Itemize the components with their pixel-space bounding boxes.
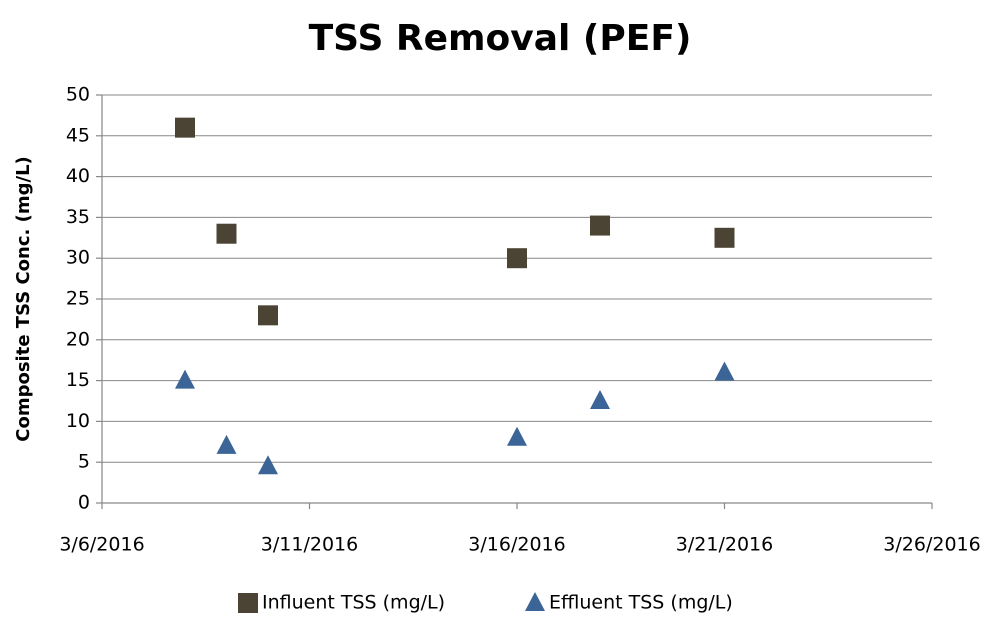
y-tick-label: 10 bbox=[66, 410, 90, 432]
y-tick-label: 25 bbox=[66, 288, 90, 310]
x-tick-label: 3/6/2016 bbox=[59, 534, 144, 556]
x-tick-label: 3/16/2016 bbox=[468, 534, 565, 556]
y-tick-label: 20 bbox=[66, 328, 90, 350]
y-tick-label: 30 bbox=[66, 247, 90, 269]
x-tick-label: 3/26/2016 bbox=[883, 534, 980, 556]
data-point bbox=[714, 227, 735, 248]
data-point bbox=[590, 215, 610, 236]
x-tick-label: 3/11/2016 bbox=[261, 534, 358, 556]
data-point bbox=[175, 369, 195, 389]
data-point bbox=[590, 390, 610, 409]
data-point bbox=[714, 361, 735, 381]
y-tick-label: 35 bbox=[66, 206, 90, 228]
legend-label: Effluent TSS (mg/L) bbox=[549, 592, 733, 614]
y-tick-label: 40 bbox=[66, 165, 90, 187]
y-tick-label: 15 bbox=[66, 369, 90, 391]
data-point bbox=[507, 426, 527, 446]
legend-marker bbox=[238, 593, 258, 613]
y-tick-label: 0 bbox=[78, 492, 90, 514]
data-point bbox=[507, 248, 527, 269]
data-point bbox=[258, 305, 278, 326]
legend-label: Influent TSS (mg/L) bbox=[262, 592, 445, 614]
x-tick-label: 3/21/2016 bbox=[676, 534, 773, 556]
legend-marker bbox=[525, 592, 545, 611]
data-point bbox=[216, 223, 237, 244]
data-point bbox=[216, 434, 237, 454]
y-tick-label: 5 bbox=[78, 451, 90, 473]
y-tick-label: 45 bbox=[66, 124, 90, 146]
data-point bbox=[258, 455, 278, 475]
y-tick-label: 50 bbox=[66, 84, 90, 106]
data-point bbox=[175, 117, 195, 138]
chart-title: TSS Removal (PEF) bbox=[309, 18, 692, 59]
y-axis-label: Composite TSS Conc. (mg/L) bbox=[13, 156, 34, 442]
